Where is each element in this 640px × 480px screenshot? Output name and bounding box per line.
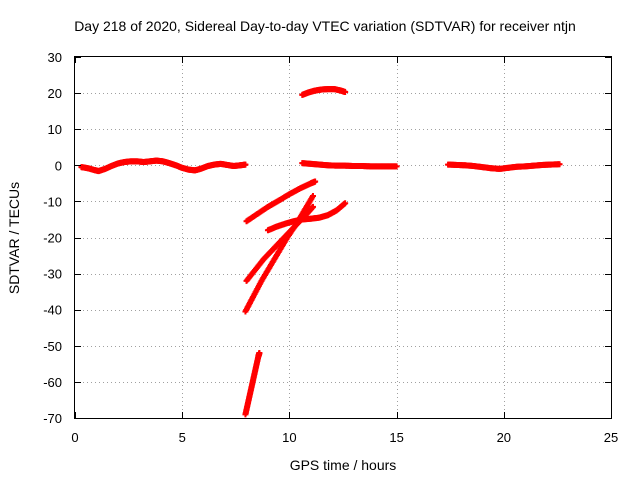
data-point — [393, 163, 400, 170]
data-point — [309, 203, 316, 210]
data-point — [556, 161, 563, 168]
x-tick-label: 10 — [282, 430, 296, 445]
y-tick-label: 20 — [48, 86, 62, 101]
grid — [75, 57, 611, 418]
data-series — [445, 161, 563, 172]
data-series — [242, 350, 263, 418]
x-tick-label: 20 — [497, 430, 511, 445]
y-tick-labels: -70 -60 -50 -40 -30 -20 -10 0 10 20 30 — [43, 50, 62, 426]
data-point — [242, 161, 249, 168]
data-point — [342, 89, 349, 96]
data-series — [242, 192, 316, 315]
plot-frame — [74, 56, 612, 419]
data-series — [243, 178, 319, 225]
y-tick-label: 30 — [48, 50, 62, 65]
y-tick-label: -40 — [43, 303, 62, 318]
data-point — [309, 192, 316, 199]
y-tick-label: -60 — [43, 375, 62, 390]
chart-title: Day 218 of 2020, Sidereal Day-to-day VTE… — [74, 18, 576, 34]
y-axis-label: SDTVAR / TECUs — [6, 182, 22, 294]
data-series — [299, 160, 400, 170]
data-series — [264, 200, 349, 234]
x-tick-label: 25 — [604, 430, 618, 445]
y-tick-label: -70 — [43, 411, 62, 426]
axis-ticks — [75, 57, 612, 419]
x-tick-labels: 0 5 10 15 20 25 — [71, 430, 618, 445]
data-series — [299, 86, 349, 98]
x-tick-label: 0 — [71, 430, 78, 445]
y-tick-label: -30 — [43, 267, 62, 282]
y-tick-label: -10 — [43, 194, 62, 209]
y-tick-label: -50 — [43, 339, 62, 354]
data-point — [312, 178, 319, 185]
y-tick-label: 0 — [55, 158, 62, 173]
y-tick-label: -20 — [43, 231, 62, 246]
data-point — [256, 350, 263, 357]
x-tick-label: 15 — [389, 430, 403, 445]
y-tick-label: 10 — [48, 122, 62, 137]
x-tick-label: 5 — [179, 430, 186, 445]
data-points — [78, 86, 563, 418]
x-axis-label: GPS time / hours — [290, 457, 397, 473]
data-point — [342, 200, 349, 207]
data-series — [78, 157, 249, 175]
